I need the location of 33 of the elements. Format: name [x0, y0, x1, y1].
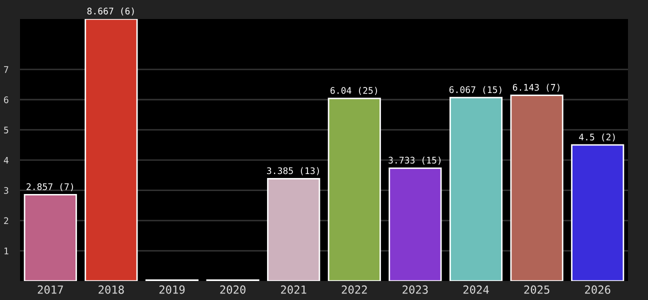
- data-label: 8.667 (6): [87, 7, 134, 16]
- bar: [449, 96, 503, 281]
- x-tick-label: 2023: [402, 285, 428, 294]
- bar: [267, 178, 320, 281]
- bar: [84, 19, 138, 281]
- x-tick-label: 2026: [585, 285, 610, 294]
- x-tick-label: 2020: [220, 285, 246, 294]
- y-tick-label: 3: [4, 187, 8, 194]
- x-tick-label: 2025: [524, 285, 550, 294]
- y-tick-label: 5: [4, 126, 8, 134]
- x-tick-label: 2019: [159, 285, 185, 294]
- data-label: 6.067 (15): [449, 86, 502, 94]
- data-label: 2.857 (7): [26, 183, 73, 192]
- x-tick-label: 2022: [342, 285, 367, 294]
- data-label: 4.5 (2): [579, 133, 615, 142]
- y-tick-label: 2: [4, 217, 8, 224]
- bar: [328, 98, 381, 281]
- data-label: 6.04 (25): [330, 86, 377, 95]
- bar: [571, 144, 624, 281]
- x-tick-label: 2021: [281, 285, 306, 294]
- x-tick-label: 2024: [463, 285, 489, 294]
- y-tick-label: 4: [4, 156, 8, 164]
- bar: [510, 94, 564, 281]
- bar: [388, 167, 442, 281]
- bar: [24, 194, 77, 281]
- x-tick-label: 2018: [98, 285, 124, 294]
- data-label: 3.385 (13): [267, 167, 319, 176]
- y-tick-label: 1: [4, 248, 8, 254]
- x-tick-label: 2017: [38, 285, 63, 294]
- y-tick-label: 7: [4, 66, 8, 73]
- data-label: 3.733 (15): [388, 156, 440, 165]
- data-label: 6.143 (7): [512, 84, 560, 92]
- y-tick-label: 6: [4, 96, 8, 104]
